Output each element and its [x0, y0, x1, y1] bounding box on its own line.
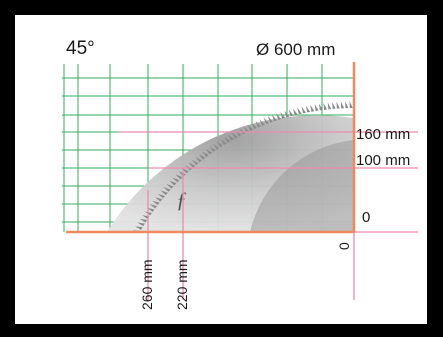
blade-tooth	[166, 183, 174, 189]
blade-tooth	[231, 132, 238, 139]
blade-tooth	[216, 141, 223, 148]
blade-tooth	[195, 156, 202, 163]
blade-tooth	[152, 200, 160, 206]
blade-tooth	[349, 101, 353, 109]
blade-tooth	[127, 242, 135, 245]
blade-tooth	[129, 238, 137, 241]
blade-tooth	[288, 109, 294, 117]
blade-tooth	[243, 126, 250, 133]
blade-tooth	[251, 122, 257, 130]
blade-tooth	[209, 146, 216, 153]
blade-brand-mark: ƒ	[176, 187, 187, 212]
blade-inner-disc	[250, 140, 354, 232]
blade-tooth	[135, 226, 143, 230]
blade-tooth	[169, 180, 177, 186]
blade-tooth	[310, 104, 315, 112]
blade-tooth	[220, 139, 227, 145]
blade-tooth	[318, 103, 323, 111]
blade-tooth	[202, 151, 209, 158]
blade-tooth	[131, 234, 139, 237]
saw-blade: ƒ	[107, 101, 354, 245]
blade-tooth	[172, 177, 180, 183]
blade-tooth	[146, 207, 155, 212]
blade-tooth	[160, 190, 168, 196]
blade-tooth	[227, 134, 234, 141]
blade-tooth	[323, 102, 328, 110]
blade-tooth	[336, 101, 340, 109]
blade-tooth	[188, 162, 196, 168]
blade-tooth	[340, 101, 345, 109]
blade-tooth	[276, 113, 282, 120]
width-220-label: 220 mm	[174, 259, 190, 310]
blade-tooth	[263, 117, 269, 125]
height-100-label: 100 mm	[356, 152, 410, 169]
blade-tooth	[247, 124, 254, 131]
blade-tooth	[332, 101, 336, 109]
blade-tooth	[280, 111, 286, 119]
blade-tooth	[345, 101, 349, 109]
diameter-label: Ø 600 mm	[256, 40, 335, 59]
blade-tooth	[327, 102, 332, 110]
blade-tooth	[212, 143, 220, 150]
blade-tooth	[163, 187, 171, 192]
width-0-label: 0	[336, 242, 352, 250]
blade-tooth	[154, 197, 163, 202]
blade-tooth	[297, 107, 302, 115]
height-160-label: 160 mm	[356, 126, 410, 143]
blade-tooth	[181, 168, 189, 174]
blade-tooth	[271, 114, 277, 122]
angle-label: 45°	[66, 38, 95, 59]
blade-tooth	[191, 159, 199, 165]
blade-body	[107, 115, 354, 232]
height-0-label: 0	[362, 209, 370, 226]
blade-tooth	[284, 110, 290, 118]
blade-tooth	[157, 193, 165, 199]
blade-tooth	[267, 116, 273, 123]
blade-tooth	[149, 204, 157, 209]
blade-tooth	[259, 119, 265, 126]
blade-tooth	[178, 171, 186, 177]
blade-tooth	[205, 148, 213, 155]
blade-tooth	[139, 218, 148, 223]
blade-tooth	[314, 104, 319, 111]
blade-tooth	[137, 222, 145, 227]
blade-tooth	[255, 120, 261, 128]
blade-tooth	[305, 105, 311, 113]
blade-tooth	[175, 174, 183, 180]
blade-tooth	[198, 154, 206, 160]
width-260-label: 260 mm	[139, 259, 155, 310]
blade-tooth	[292, 108, 298, 116]
blade-teeth	[127, 101, 353, 245]
blade-tooth	[301, 106, 306, 114]
blade-tooth	[224, 136, 231, 143]
guide-lines	[118, 131, 418, 300]
